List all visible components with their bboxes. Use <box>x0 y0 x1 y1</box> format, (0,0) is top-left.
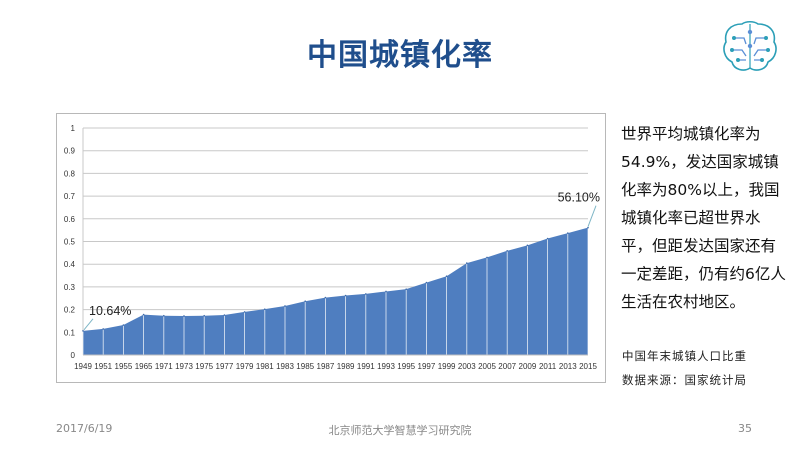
footer-organization: 北京师范大学智慧学习研究院 <box>328 424 472 437</box>
annotation-label: 10.64% <box>89 304 131 318</box>
footer-date: 2017/6/19 <box>56 422 113 435</box>
data-point <box>425 281 428 284</box>
x-tick-label: 1995 <box>397 362 415 371</box>
y-tick-label: 1 <box>71 124 76 133</box>
x-tick-label: 1987 <box>317 362 335 371</box>
y-tick-label: 0.7 <box>64 192 76 201</box>
x-tick-label: 1977 <box>216 362 234 371</box>
x-tick-label: 1991 <box>357 362 375 371</box>
y-tick-label: 0 <box>71 351 76 360</box>
data-point <box>82 330 84 332</box>
data-point <box>344 294 347 297</box>
annotation-label: 56.10% <box>558 191 600 205</box>
series-area <box>83 227 588 355</box>
data-point <box>526 244 529 247</box>
x-tick-label: 1981 <box>256 362 274 371</box>
data-point <box>203 314 205 317</box>
data-point <box>163 314 165 317</box>
data-point <box>466 262 468 264</box>
chart-frame: 0 0.1 0.2 0.3 0.4 0.5 0.6 0.7 0.8 0.9 1 1949 1951 195… <box>56 113 606 383</box>
data-point <box>304 300 306 303</box>
urbanization-area-chart: 0 0.1 0.2 0.3 0.4 0.5 0.6 0.7 0.8 0.9 1 1949 1951 195… <box>64 124 600 371</box>
data-point <box>284 305 286 307</box>
x-tick-label: 1971 <box>155 362 173 371</box>
data-point <box>546 237 549 240</box>
slide-title: 中国城镇化率 <box>307 38 493 73</box>
x-tick-label: 1989 <box>337 362 355 371</box>
x-tick-label: 1973 <box>175 362 193 371</box>
data-point <box>142 313 145 316</box>
y-tick-label: 0.9 <box>64 147 76 156</box>
data-point <box>223 314 226 316</box>
y-tick-label: 0.8 <box>64 169 76 178</box>
x-tick-label: 2007 <box>498 362 516 371</box>
y-tick-label: 0.6 <box>64 215 76 224</box>
x-tick-label: 2013 <box>559 362 577 371</box>
brain-circuit-icon <box>723 20 777 71</box>
data-point <box>445 275 448 278</box>
y-tick-label: 0.4 <box>64 260 76 269</box>
x-tick-label: 1983 <box>276 362 294 371</box>
y-tick-label: 0.3 <box>64 283 76 292</box>
data-point <box>102 328 104 330</box>
data-point <box>324 296 327 299</box>
x-tick-label: 2015 <box>579 362 597 371</box>
data-point <box>567 232 569 234</box>
x-tick-label: 1999 <box>438 362 456 371</box>
data-point <box>587 226 589 229</box>
x-tick-label: 2009 <box>519 362 537 371</box>
x-tick-label: 1949 <box>74 362 92 371</box>
annotation-leader <box>587 205 597 227</box>
x-tick-label: 1993 <box>377 362 395 371</box>
x-tick-label: 2005 <box>478 362 496 371</box>
data-point <box>122 324 125 326</box>
x-tick-label: 1979 <box>236 362 254 371</box>
x-tick-label: 1951 <box>94 362 112 371</box>
chart-caption: 中国年末城镇人口比重 <box>622 349 747 363</box>
x-tick-label: 1955 <box>115 362 133 371</box>
x-tick-label: 1985 <box>296 362 314 371</box>
x-tick-label: 2003 <box>458 362 476 371</box>
data-point <box>264 308 266 310</box>
x-tick-label: 2011 <box>539 362 557 371</box>
data-point <box>506 250 509 252</box>
x-tick-label: 1965 <box>135 362 153 371</box>
data-point <box>183 315 185 317</box>
y-tick-label: 0.2 <box>64 306 76 315</box>
y-tick-label: 0.5 <box>64 238 76 247</box>
description-text: 世界平均城镇化率为54.9%，发达国家城镇化率为80%以上，我国城镇化率已超世界… <box>621 125 786 311</box>
page-number: 35 <box>738 422 752 435</box>
data-point <box>486 256 488 259</box>
data-point <box>365 293 367 295</box>
y-tick-label: 0.1 <box>64 328 76 337</box>
x-tick-label: 1997 <box>418 362 436 371</box>
data-source: 数据来源：国家统计局 <box>622 373 747 387</box>
data-point <box>243 311 246 313</box>
x-tick-label: 1975 <box>195 362 213 371</box>
data-point <box>405 288 408 290</box>
annotation-leader <box>83 318 94 331</box>
data-point <box>385 290 387 293</box>
